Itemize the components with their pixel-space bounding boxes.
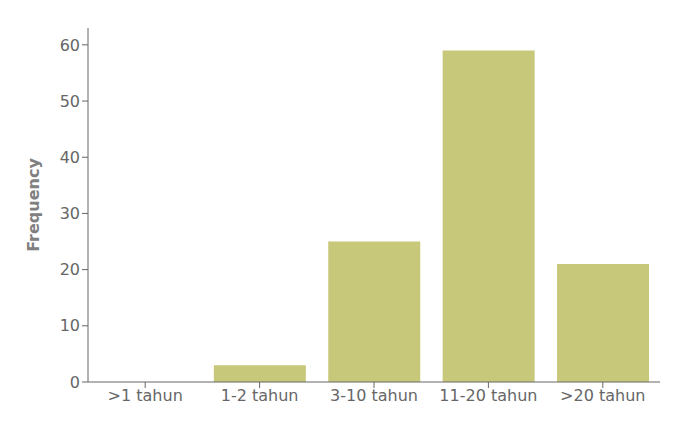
svg-text:11-20 tahun: 11-20 tahun — [439, 386, 537, 405]
svg-text:10: 10 — [60, 316, 80, 335]
svg-text:0: 0 — [70, 373, 80, 392]
svg-text:60: 60 — [60, 36, 80, 55]
svg-text:Frequency: Frequency — [24, 158, 43, 252]
svg-text:40: 40 — [60, 148, 80, 167]
svg-text:30: 30 — [60, 204, 80, 223]
svg-text:50: 50 — [60, 92, 80, 111]
svg-text:>1 tahun: >1 tahun — [108, 386, 183, 405]
svg-text:3-10 tahun: 3-10 tahun — [330, 386, 418, 405]
svg-text:>20 tahun: >20 tahun — [560, 386, 645, 405]
svg-text:1-2 tahun: 1-2 tahun — [221, 386, 299, 405]
svg-text:20: 20 — [60, 260, 80, 279]
